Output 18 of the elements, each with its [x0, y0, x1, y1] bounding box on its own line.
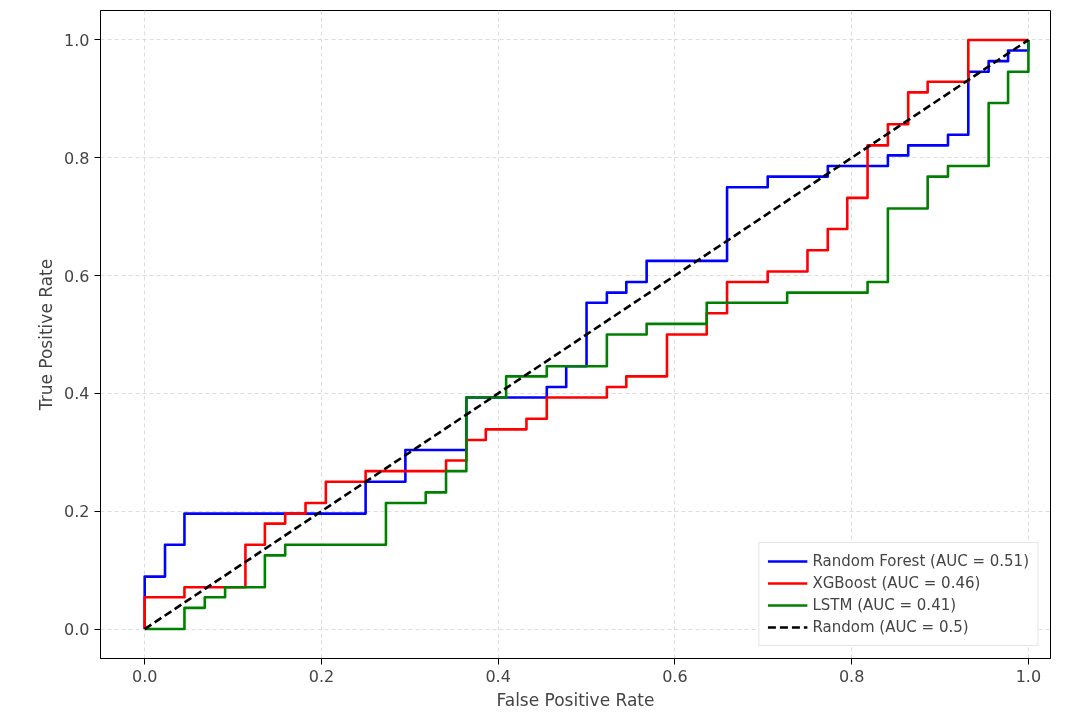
x-tick-label: 0.6 [662, 666, 688, 686]
y-tick-label: 1.0 [64, 30, 90, 50]
x-tick-label: 0.8 [838, 666, 865, 686]
x-tick-label: 0.2 [308, 666, 335, 686]
y-tick-label: 0.8 [64, 148, 90, 168]
legend-label: XGBoost (AUC = 0.46) [812, 574, 981, 592]
x-tick-label: 0.0 [131, 666, 158, 686]
y-tick-label: 0.2 [64, 502, 90, 522]
y-axis-title: True Positive Rate [36, 258, 57, 412]
y-tick-label: 0.4 [64, 384, 90, 404]
legend-label: Random (AUC = 0.5) [812, 618, 969, 636]
x-tick-label: 0.4 [485, 666, 511, 686]
x-axis-title: False Positive Rate [496, 689, 655, 710]
legend-label: LSTM (AUC = 0.41) [812, 596, 957, 614]
legend-label: Random Forest (AUC = 0.51) [812, 552, 1029, 570]
y-tick-label: 0.6 [64, 266, 90, 286]
x-tick-label: 1.0 [1015, 666, 1042, 686]
y-tick-label: 0.0 [64, 620, 90, 640]
